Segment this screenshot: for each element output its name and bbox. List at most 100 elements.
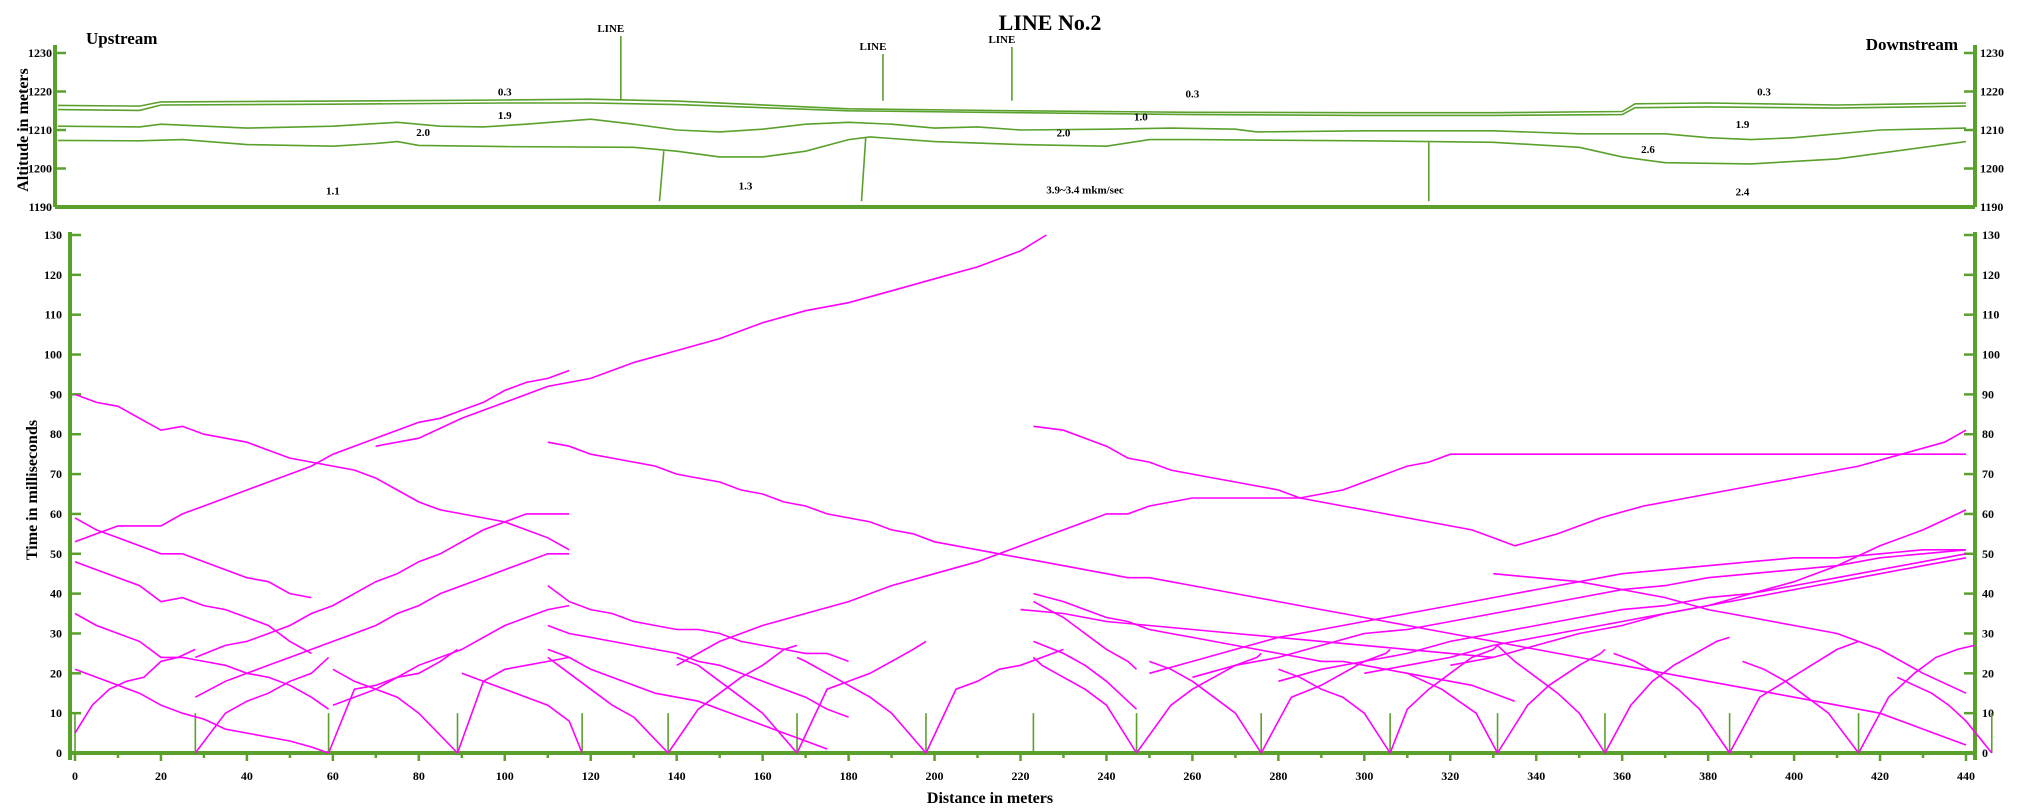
time-axis-label: Time in milliseconds xyxy=(24,420,41,560)
distance-xtick-label: 240 xyxy=(1097,769,1115,783)
traveltime-curve xyxy=(1604,636,1730,754)
traveltime-curve xyxy=(547,648,828,750)
traveltime-curve xyxy=(547,584,849,663)
distance-xtick-label: 300 xyxy=(1355,769,1373,783)
altitude-profile-line xyxy=(57,98,1967,114)
downstream-label: Downstream xyxy=(1866,35,1958,54)
time-ytick-label-right: 100 xyxy=(1982,348,2000,362)
time-ytick-label-right: 90 xyxy=(1982,387,1994,401)
traveltime-curve xyxy=(1857,644,1975,754)
distance-xtick-label: 140 xyxy=(668,769,686,783)
traveltime-curve xyxy=(74,369,570,543)
altitude-profile-line xyxy=(57,136,1967,165)
traveltime-curve xyxy=(1364,557,1967,675)
distance-xtick-label: 160 xyxy=(754,769,772,783)
distance-xtick-label: 40 xyxy=(241,769,253,783)
layer-velocity-label: 3.9~3.4 mkm/sec xyxy=(1046,185,1124,197)
traveltime-curve xyxy=(796,656,927,754)
altitude-axis-label: Altitude in meters xyxy=(15,68,32,192)
traveltime-curve xyxy=(461,672,583,754)
layer-velocity-label: 0.3 xyxy=(498,86,512,98)
time-ytick-label-left: 80 xyxy=(50,427,62,441)
layer-boundary-line xyxy=(860,136,867,202)
layer-velocity-label: 2.0 xyxy=(416,127,430,139)
traveltime-curve xyxy=(667,644,798,754)
time-ytick-label-left: 110 xyxy=(45,308,62,322)
time-ytick-label-left: 120 xyxy=(44,268,62,282)
upstream-label: Upstream xyxy=(86,29,157,48)
distance-xtick-label: 80 xyxy=(413,769,425,783)
traveltime-curve xyxy=(327,648,458,754)
top-ytick-label-right: 1230 xyxy=(1980,46,2004,60)
traveltime-curve xyxy=(676,656,798,754)
traveltime-curve xyxy=(74,612,330,710)
layer-velocity-label: 1.0 xyxy=(1134,111,1148,123)
time-ytick-label-right: 20 xyxy=(1982,666,1994,680)
time-ytick-label-left: 10 xyxy=(50,706,62,720)
time-ytick-label-left: 90 xyxy=(50,387,62,401)
distance-xtick-label: 180 xyxy=(840,769,858,783)
distance-xtick-label: 220 xyxy=(1012,769,1030,783)
time-ytick-label-left: 100 xyxy=(44,348,62,362)
traveltime-curve xyxy=(375,234,1047,447)
distance-xtick-label: 20 xyxy=(155,769,167,783)
distance-xtick-label: 260 xyxy=(1183,769,1201,783)
traveltime-curve xyxy=(547,624,849,718)
traveltime-curve xyxy=(1389,644,1499,754)
traveltime-curve xyxy=(1033,600,1138,670)
time-ytick-label-right: 40 xyxy=(1982,587,1994,601)
distance-xtick-label: 280 xyxy=(1269,769,1287,783)
line-marker-label: LINE xyxy=(597,23,624,35)
line-marker-label: LINE xyxy=(860,41,887,53)
time-ytick-label-right: 80 xyxy=(1982,427,1994,441)
layer-velocity-label: 1.9 xyxy=(498,110,512,122)
traveltime-curve xyxy=(1260,648,1391,754)
time-ytick-label-right: 0 xyxy=(1982,746,1988,760)
traveltime-curve xyxy=(1135,652,1262,754)
altitude-profile-line xyxy=(57,118,1967,141)
altitude-profile-line xyxy=(57,102,1967,117)
distance-xtick-label: 100 xyxy=(496,769,514,783)
time-ytick-label-right: 110 xyxy=(1982,308,1999,322)
traveltime-curve xyxy=(1033,640,1138,710)
distance-xtick-label: 360 xyxy=(1613,769,1631,783)
traveltime-curve xyxy=(1278,553,1967,683)
traveltime-curve xyxy=(1033,592,1515,702)
chart-title: LINE No.2 xyxy=(999,10,1102,35)
time-ytick-label-left: 20 xyxy=(50,666,62,680)
distance-xtick-label: 400 xyxy=(1785,769,1803,783)
traveltime-curve xyxy=(1149,548,1966,675)
traveltime-curve xyxy=(332,668,459,754)
traveltime-curve xyxy=(1896,676,1993,754)
top-ytick-label-left: 1200 xyxy=(28,162,52,176)
traveltime-curve xyxy=(1493,572,1967,694)
traveltime-curve xyxy=(74,560,312,655)
time-ytick-label-right: 30 xyxy=(1982,626,1994,640)
layer-velocity-label: 1.3 xyxy=(739,181,753,193)
distance-xtick-label: 420 xyxy=(1871,769,1889,783)
top-ytick-label-left: 1220 xyxy=(28,85,52,99)
time-ytick-label-right: 120 xyxy=(1982,268,2000,282)
traveltime-panel: Time in milliseconds Distance in meters … xyxy=(24,228,2000,807)
distance-xtick-label: 320 xyxy=(1441,769,1459,783)
traveltime-curve xyxy=(1613,652,1731,754)
time-ytick-label-left: 50 xyxy=(50,547,62,561)
distance-xtick-label: 0 xyxy=(72,769,78,783)
traveltime-curve xyxy=(547,656,669,754)
altitude-profile-panel: Altitude in meters 1190 1190 1200 1200 1210 1… xyxy=(15,23,2004,214)
traveltime-curve xyxy=(796,640,927,754)
layer-boundary-line xyxy=(658,151,665,202)
traveltime-curve xyxy=(194,552,570,698)
time-ytick-label-left: 70 xyxy=(50,467,62,481)
time-ytick-label-left: 40 xyxy=(50,587,62,601)
traveltime-curve xyxy=(1514,429,1967,547)
distance-xtick-label: 380 xyxy=(1699,769,1717,783)
layer-velocity-label: 0.3 xyxy=(1757,86,1771,98)
time-ytick-label-right: 70 xyxy=(1982,467,1994,481)
traveltime-curve xyxy=(676,453,1966,666)
time-ytick-label-right: 50 xyxy=(1982,547,1994,561)
traveltime-curve xyxy=(1278,668,1391,754)
time-ytick-label-left: 30 xyxy=(50,626,62,640)
line-marker-label: LINE xyxy=(988,34,1015,46)
